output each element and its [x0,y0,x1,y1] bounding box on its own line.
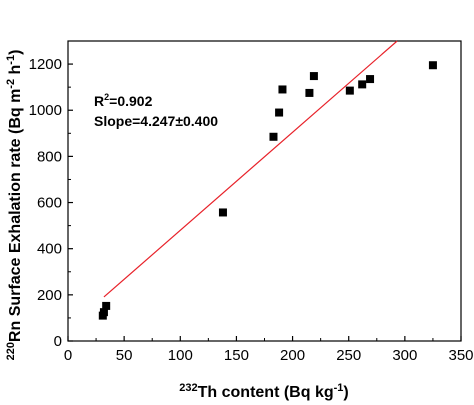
y-tick-label: 1000 [29,102,62,119]
y-axis-ticks: 0 200 400 600 800 1000 1200 [29,56,73,350]
data-point [218,208,227,217]
data-point [358,80,367,89]
x-tick-label: 50 [116,347,133,364]
y-tick-label: 1200 [29,56,62,73]
y-tick-label: 200 [37,287,62,304]
data-point [275,108,284,117]
x-tick-label: 300 [392,347,417,364]
x-axis-title: 232Th content (Bq kg-1) [179,382,348,401]
x-tick-label: 350 [448,347,473,364]
data-point [305,88,314,97]
data-point [309,72,318,81]
x-axis-ticks: 0 50 100 150 200 250 300 350 [64,336,474,364]
y-axis-title: 220Rn Surface Exhalation rate (Bq m-2 h-… [5,50,24,361]
data-points [98,61,437,320]
fit-line [103,40,398,298]
data-point [366,75,375,84]
y-tick-label: 400 [37,241,62,258]
fit-line-group [103,40,398,298]
data-point [99,308,108,317]
data-point [345,86,354,95]
y-tick-label: 600 [37,195,62,212]
y-tick-label: 0 [54,333,62,350]
data-point [102,301,111,310]
y-tick-label: 800 [37,148,62,165]
annotation-slope: Slope=4.247±0.400 [94,113,218,129]
plot-frame [67,40,462,342]
annotation-r2: R2=0.902 [94,92,153,109]
x-tick-label: 200 [280,347,305,364]
data-point [269,132,278,141]
x-tick-label: 150 [224,347,249,364]
x-tick-label: 100 [168,347,193,364]
x-tick-label: 0 [64,347,72,364]
x-tick-label: 250 [336,347,361,364]
data-point [278,85,287,94]
data-point [428,61,437,70]
